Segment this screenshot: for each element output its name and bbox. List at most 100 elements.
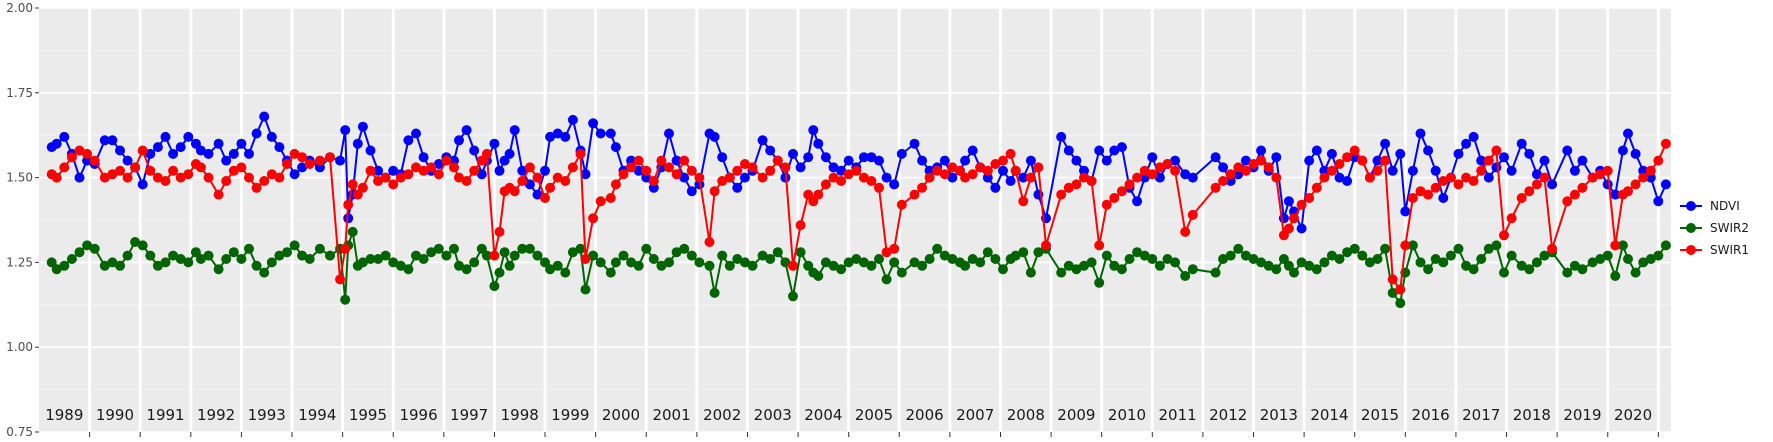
point-swir2 xyxy=(74,247,85,258)
point-ndvi xyxy=(152,142,163,153)
point-swir1 xyxy=(1263,162,1274,173)
point-swir1 xyxy=(1304,193,1315,203)
point-swir1 xyxy=(297,152,308,163)
year-label-2017: 2017 xyxy=(1462,406,1500,424)
point-ndvi xyxy=(1531,169,1542,180)
point-swir1 xyxy=(403,169,414,180)
point-ndvi xyxy=(633,165,644,176)
point-ndvi xyxy=(803,152,814,163)
point-ndvi xyxy=(476,169,487,180)
point-swir1 xyxy=(858,172,869,183)
point-swir1 xyxy=(1116,186,1127,197)
point-swir2 xyxy=(757,250,768,261)
point-ndvi xyxy=(340,125,351,136)
point-swir1 xyxy=(1506,213,1517,224)
series-swir1 xyxy=(46,138,1671,295)
point-swir2 xyxy=(820,257,831,268)
legend: NDVI SWIR2 SWIR1 xyxy=(1680,199,1749,257)
point-ndvi xyxy=(517,165,528,176)
point-swir1 xyxy=(454,172,464,183)
point-swir2 xyxy=(289,240,300,251)
point-ndvi xyxy=(403,135,414,146)
point-swir2 xyxy=(982,247,993,258)
year-label-2014: 2014 xyxy=(1310,406,1348,424)
point-ndvi xyxy=(352,138,363,149)
point-swir1 xyxy=(552,172,563,183)
point-ndvi xyxy=(469,145,480,156)
point-swir2 xyxy=(1187,264,1198,275)
point-swir2 xyxy=(297,250,308,261)
point-swir1 xyxy=(1364,172,1375,183)
point-swir1 xyxy=(461,176,472,186)
point-swir1 xyxy=(990,159,1001,169)
point-swir2 xyxy=(1630,267,1641,278)
point-swir2 xyxy=(803,260,814,271)
point-swir1 xyxy=(251,182,262,193)
point-swir1 xyxy=(1415,186,1426,197)
point-swir1 xyxy=(1430,182,1441,193)
point-ndvi xyxy=(1380,138,1391,149)
point-swir2 xyxy=(1395,298,1406,309)
point-swir1 xyxy=(1334,159,1345,169)
point-swir2 xyxy=(626,257,637,268)
point-swir2 xyxy=(1364,257,1375,268)
point-swir2 xyxy=(788,291,798,302)
point-swir2 xyxy=(795,247,806,258)
point-ndvi xyxy=(335,155,346,166)
point-swir2 xyxy=(107,257,118,268)
point-swir2 xyxy=(1326,250,1337,261)
year-label-1993: 1993 xyxy=(248,406,286,424)
point-ndvi xyxy=(418,152,429,163)
point-ndvi xyxy=(1491,162,1502,173)
point-swir2 xyxy=(1010,250,1021,261)
point-ndvi xyxy=(828,162,839,173)
point-swir2 xyxy=(304,254,315,264)
point-swir2 xyxy=(1516,260,1527,271)
point-swir1 xyxy=(1109,193,1120,203)
point-ndvi xyxy=(175,142,186,153)
point-swir1 xyxy=(955,165,965,176)
year-label-2000: 2000 xyxy=(602,406,640,424)
point-ndvi xyxy=(1271,152,1282,163)
point-swir1 xyxy=(1387,274,1398,285)
point-swir1 xyxy=(343,199,354,210)
point-swir1 xyxy=(656,155,667,166)
point-ndvi xyxy=(1461,138,1472,149)
point-swir1 xyxy=(765,165,776,176)
point-ndvi xyxy=(289,169,300,180)
point-ndvi xyxy=(1623,128,1633,139)
point-ndvi xyxy=(244,148,254,159)
point-ndvi xyxy=(808,125,819,136)
point-swir2 xyxy=(1018,247,1029,258)
point-swir1 xyxy=(851,165,862,176)
point-ndvi xyxy=(552,128,563,139)
point-swir2 xyxy=(282,247,292,258)
point-swir2 xyxy=(1623,254,1633,264)
point-swir2 xyxy=(1063,260,1074,271)
point-swir1 xyxy=(1218,176,1229,186)
point-ndvi xyxy=(717,152,728,163)
point-swir2 xyxy=(1139,250,1150,261)
point-swir2 xyxy=(441,250,452,261)
point-ndvi xyxy=(939,155,950,166)
point-swir2 xyxy=(1289,267,1299,278)
point-swir1 xyxy=(896,199,907,210)
year-label-2015: 2015 xyxy=(1361,406,1399,424)
point-swir1 xyxy=(1400,240,1411,251)
point-ndvi xyxy=(1415,128,1426,139)
point-swir1 xyxy=(843,169,854,180)
point-ndvi xyxy=(213,138,224,149)
year-label-2005: 2005 xyxy=(855,406,893,424)
point-swir1 xyxy=(494,226,505,237)
point-swir1 xyxy=(947,162,958,173)
point-swir1 xyxy=(1018,196,1029,207)
point-swir1 xyxy=(866,176,877,186)
point-ndvi xyxy=(1577,155,1588,166)
point-swir1 xyxy=(1562,196,1573,207)
point-swir1 xyxy=(1319,172,1330,183)
point-ndvi xyxy=(757,135,768,146)
point-ndvi xyxy=(1283,196,1294,207)
point-swir1 xyxy=(732,165,743,176)
point-ndvi xyxy=(1147,152,1158,163)
point-ndvi xyxy=(795,162,806,173)
